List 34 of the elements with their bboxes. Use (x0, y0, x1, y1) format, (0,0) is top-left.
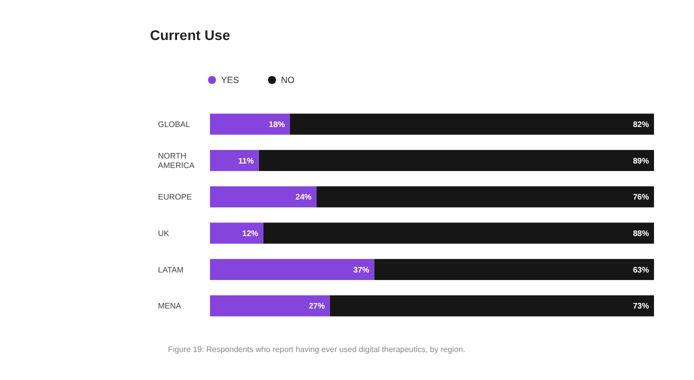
data-label: 73% (632, 302, 649, 311)
bar (210, 186, 317, 208)
data-label: 12% (242, 228, 258, 238)
data-label: 18% (268, 120, 285, 129)
data-label: 82% (632, 120, 649, 129)
legend-label: NO (281, 75, 294, 86)
data-label: 63% (632, 265, 649, 274)
data-label: 37% (353, 265, 370, 274)
bar (258, 150, 654, 172)
bar (316, 186, 654, 208)
bar (210, 150, 259, 172)
bar (210, 114, 290, 135)
data-label: 11% (238, 156, 254, 166)
y-tick-label: MENA (158, 302, 182, 311)
data-label: 27% (308, 302, 325, 311)
y-tick-label: LATAM (158, 265, 184, 274)
bar (210, 222, 264, 244)
data-label: 76% (632, 192, 649, 202)
bar (210, 258, 374, 280)
y-tick-label: NORTH AMERICA (158, 151, 196, 170)
bar (263, 222, 654, 244)
bar (374, 258, 654, 280)
bar (290, 114, 654, 135)
bar (330, 295, 654, 316)
data-label: 24% (296, 192, 312, 202)
y-tick-label: GLOBAL (158, 120, 191, 129)
y-tick-label: EUROPE (158, 192, 192, 202)
legend-label: YES (221, 75, 240, 86)
y-tick-label: UK (158, 228, 170, 238)
data-label: 89% (632, 156, 649, 166)
chart-title: Current Use (150, 27, 230, 43)
data-label: 88% (632, 228, 649, 238)
caption: Figure 19: Respondents who report having ever used digital therapeutics, by region. (168, 345, 466, 354)
bar (210, 295, 330, 316)
